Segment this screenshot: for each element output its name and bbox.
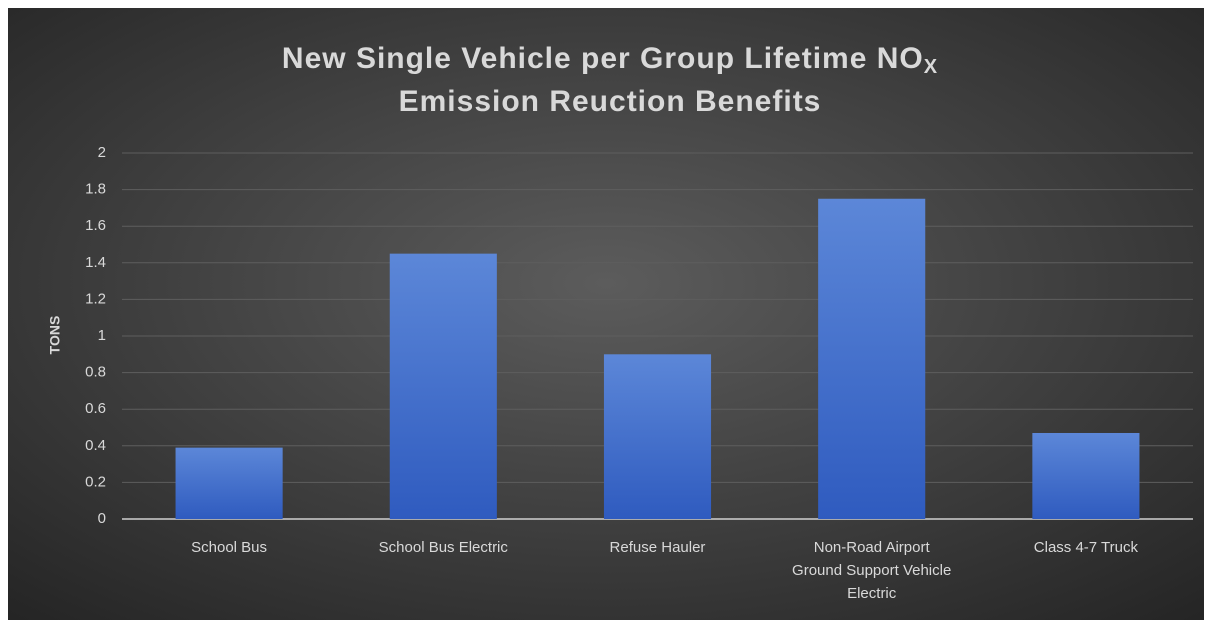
chart-title: New Single Vehicle per Group Lifetime NO… [282,42,938,78]
bar [389,253,497,519]
y-tick-label: 1.4 [85,254,106,271]
chart-area: New Single Vehicle per Group Lifetime NO… [8,8,1204,620]
bar [818,198,926,519]
x-tick-label: School Bus Electric [378,539,508,556]
y-tick-label: 0.8 [85,364,106,381]
y-tick-label: 1 [98,327,106,344]
y-tick-label: 0.6 [85,400,106,417]
y-tick-label: 1.2 [85,290,106,307]
y-tick-label: 0.2 [85,473,106,490]
chart-title-line2: Emission Reuction Benefits [399,85,822,118]
x-tick-label: Class 4-7 Truck [1033,539,1138,556]
chart: New Single Vehicle per Group Lifetime NO… [8,8,1204,620]
bar [175,447,283,519]
x-tick-label: Non-Road Airport Ground Support Vehicle … [792,539,952,602]
y-tick-label: 0.4 [85,437,106,454]
bar [603,354,712,519]
title-subscript: X [924,56,938,78]
y-tick-label: 1.8 [85,181,106,198]
y-axis-title: TONS [47,316,63,355]
bar [1032,432,1140,519]
x-tick-label: Refuse Hauler [609,539,706,556]
y-tick-label: 0 [98,510,106,527]
y-tick-label: 1.6 [85,217,106,234]
y-tick-label: 2 [98,144,106,161]
x-tick-label: School Bus [191,539,268,556]
title-text: New Single Vehicle per Group Lifetime NO [282,42,924,75]
